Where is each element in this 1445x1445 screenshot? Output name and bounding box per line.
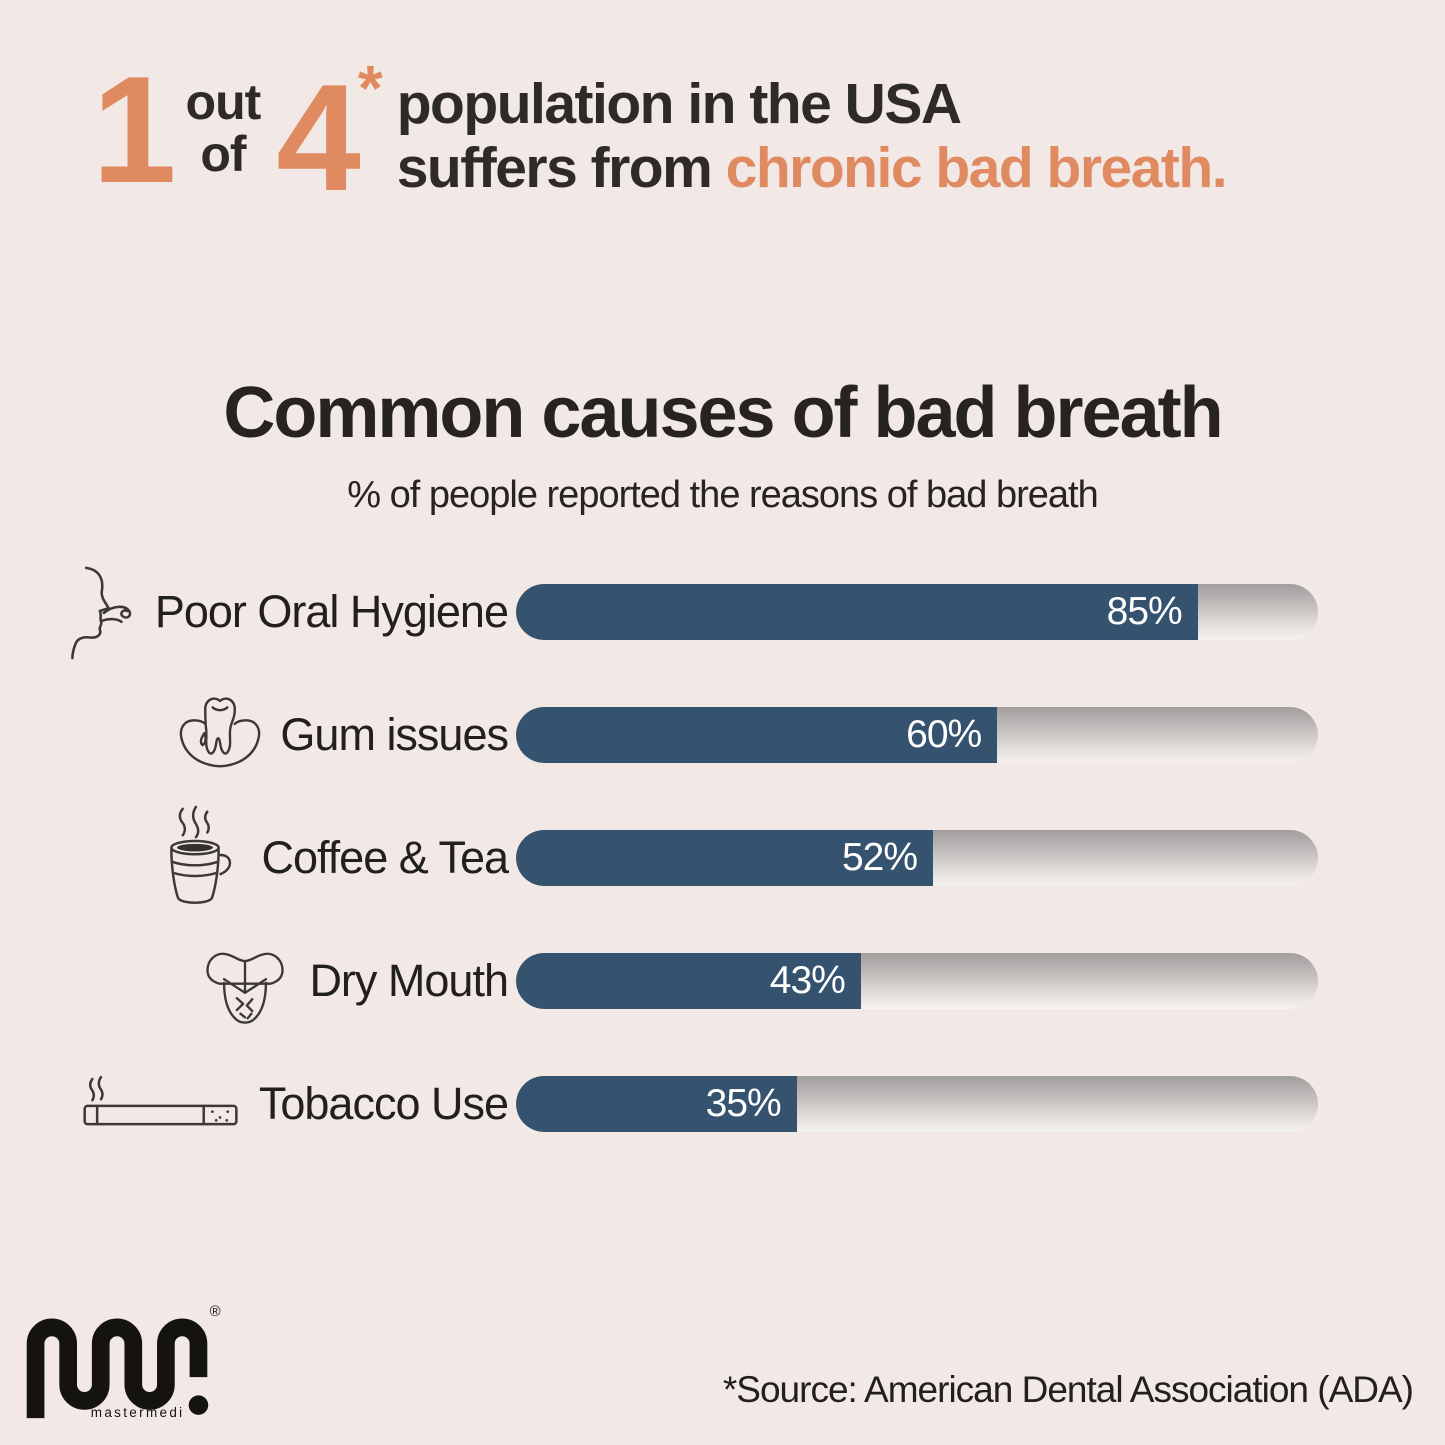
bar-track: 43%	[516, 952, 1318, 1009]
chart-subtitle: % of people reported the reasons of bad …	[347, 474, 1098, 516]
source-attribution: *Source: American Dental Association (AD…	[722, 1369, 1414, 1410]
stat-connector: out of	[185, 74, 262, 182]
value-label: 85%	[1106, 589, 1183, 633]
row-label-area: Coffee & Tea	[28, 805, 516, 911]
registered-trademark-symbol: ®	[210, 1304, 221, 1320]
hero-line2: suffers from chronic bad breath.	[396, 136, 1228, 201]
bar-row-gum-issues: Gum issues 60%	[28, 696, 1318, 767]
bar-row-poor-oral-hygiene: Poor Oral Hygiene 85%	[28, 566, 1318, 659]
bar-chart: Poor Oral Hygiene 85%	[28, 566, 1318, 1198]
row-label-area: Dry Mouth	[28, 931, 516, 1031]
category-label: Gum issues	[280, 708, 509, 760]
category-label: Poor Oral Hygiene	[154, 585, 509, 637]
bad-breath-face-icon	[43, 563, 141, 661]
bar-row-coffee-tea: Coffee & Tea 52%	[28, 805, 1318, 904]
stat-denominator: 4	[276, 53, 361, 223]
value-label: 43%	[769, 958, 846, 1002]
stat-numerator: 1	[92, 45, 177, 215]
bar-fill: 52%	[516, 829, 934, 886]
coffee-cup-icon	[143, 805, 247, 911]
logo-exclamation-dot	[188, 1395, 209, 1415]
row-label-area: Tobacco Use	[28, 1074, 516, 1134]
logo-wordmark: mastermedi	[91, 1405, 185, 1420]
bar-row-dry-mouth: Dry Mouth 43%	[28, 952, 1318, 1024]
bar-row-tobacco-use: Tobacco Use 35%	[28, 1075, 1318, 1132]
bar-track: 85%	[516, 583, 1318, 640]
hero-line2-highlight: chronic bad breath.	[725, 136, 1228, 201]
bar-fill: 35%	[516, 1075, 797, 1132]
mastermedi-logo: ® mastermedi	[26, 1299, 222, 1425]
bar-track: 52%	[516, 829, 1318, 886]
hero-line1: population in the USA	[396, 72, 962, 136]
stat-out: out	[185, 74, 262, 130]
bar-fill: 60%	[516, 706, 998, 763]
category-label: Tobacco Use	[258, 1077, 509, 1129]
cigarette-icon	[77, 1074, 245, 1134]
row-label-area: Gum issues	[28, 689, 516, 781]
hero-text: population in the USA suffers from chron…	[396, 72, 1228, 201]
hero-stat: 1 out of 4 * population in the USA suffe…	[92, 45, 1228, 223]
value-label: 35%	[705, 1081, 782, 1125]
logo-squiggle	[26, 1318, 208, 1419]
value-label: 60%	[906, 712, 982, 756]
hero-line2-prefix: suffers from	[396, 136, 726, 201]
footnote-asterisk: *	[357, 52, 383, 124]
chart-title: Common causes of bad breath	[223, 373, 1223, 453]
stat-of: of	[200, 126, 246, 182]
bar-track: 35%	[516, 1075, 1318, 1132]
stat-denominator-group: 4 *	[276, 53, 382, 223]
bar-fill: 43%	[516, 952, 861, 1009]
tooth-with-gum-icon	[174, 689, 266, 781]
dry-tongue-icon	[195, 931, 295, 1031]
row-label-area: Poor Oral Hygiene	[28, 563, 516, 661]
value-label: 52%	[841, 835, 918, 879]
bar-fill: 85%	[516, 583, 1198, 640]
category-label: Dry Mouth	[309, 954, 509, 1006]
category-label: Coffee & Tea	[261, 831, 509, 883]
bar-track: 60%	[516, 706, 1318, 763]
